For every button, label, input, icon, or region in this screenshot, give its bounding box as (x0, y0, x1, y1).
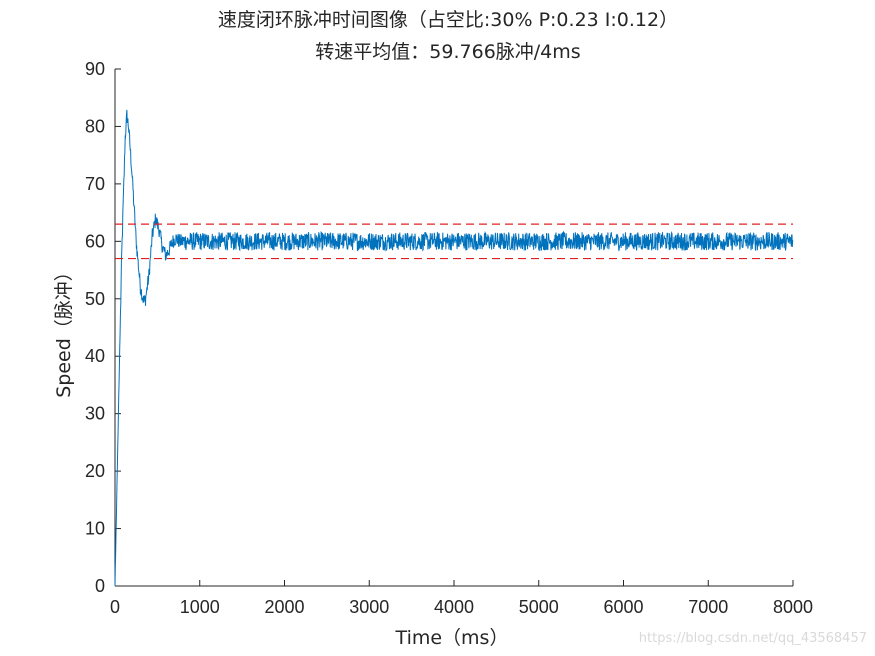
y-tick-label: 80 (85, 116, 105, 136)
x-axis-label: Time（ms） (395, 627, 509, 649)
plot-area: 0 1000 2000 3000 4000 5000 6000 7000 8000 0 10 20 30… (85, 59, 813, 617)
x-tick-label: 3000 (349, 597, 389, 617)
y-tick-label: 40 (85, 346, 105, 366)
y-tick-label: 10 (85, 519, 105, 539)
x-tick-label: 7000 (688, 597, 728, 617)
y-tick-label: 70 (85, 174, 105, 194)
y-tick-label: 90 (85, 59, 105, 79)
y-tick-label: 20 (85, 461, 105, 481)
chart-subtitle: 转速平均值：59.766脉冲/4ms (315, 41, 580, 63)
x-tick-label: 2000 (264, 597, 304, 617)
y-tick-label: 50 (85, 289, 105, 309)
y-tick-label: 0 (95, 576, 105, 596)
y-tick-label: 60 (85, 231, 105, 251)
x-tick-label: 8000 (773, 597, 813, 617)
chart-title: 速度闭环脉冲时间图像（占空比:30% P:0.23 I:0.12） (218, 9, 678, 31)
x-tick-label: 1000 (180, 597, 220, 617)
x-tick-label: 5000 (519, 597, 559, 617)
y-tick-label: 30 (85, 404, 105, 424)
x-tick-label: 6000 (603, 597, 643, 617)
x-tick-label: 4000 (434, 597, 474, 617)
speed-series-line (114, 109, 794, 587)
watermark: https://blog.csdn.net/qq_43568457 (638, 631, 867, 646)
y-axis-label: Speed（脉冲） (53, 262, 75, 398)
x-tick-label: 0 (110, 597, 120, 617)
